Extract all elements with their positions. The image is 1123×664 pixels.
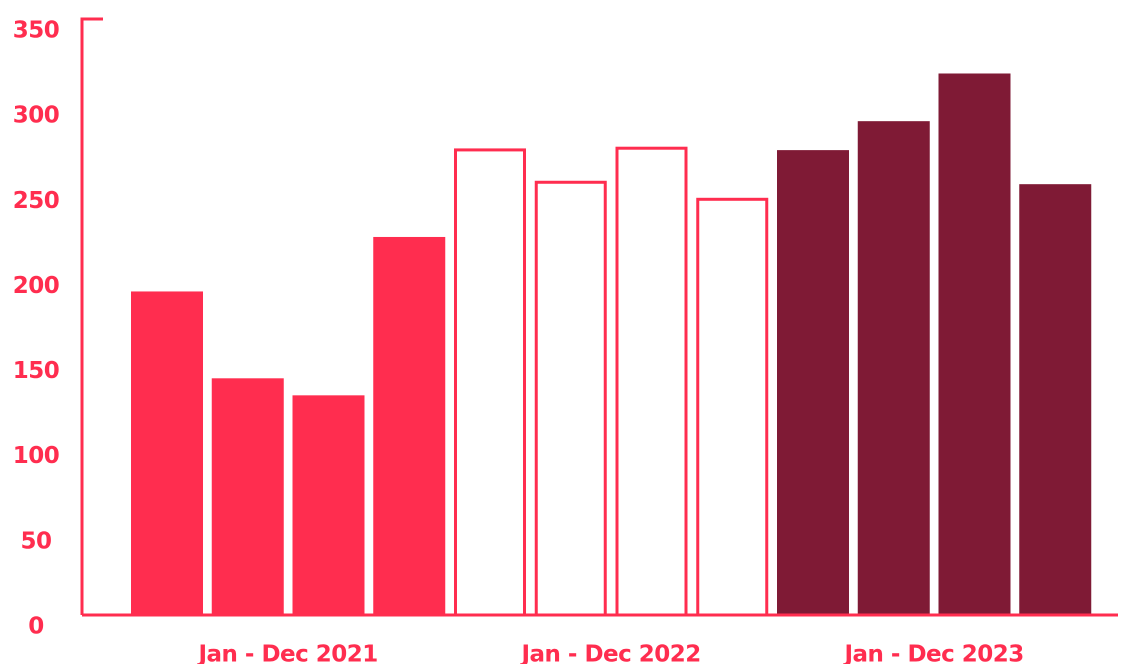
y-tick-label: 200 xyxy=(13,273,60,299)
bar xyxy=(454,148,526,617)
y-tick-label: 0 xyxy=(28,614,44,640)
bar xyxy=(534,180,607,617)
bar xyxy=(211,378,284,615)
bar xyxy=(292,395,365,615)
bar xyxy=(777,150,849,615)
y-tick-label: 100 xyxy=(13,443,60,469)
y-tick-label: 50 xyxy=(20,528,51,554)
x-tick-label: Jan - Dec 2022 xyxy=(519,642,700,664)
y-tick-label: 250 xyxy=(13,188,60,214)
bar xyxy=(131,291,203,615)
bar xyxy=(696,197,769,617)
bar xyxy=(373,236,446,616)
bar xyxy=(857,121,930,616)
y-tick-label: 300 xyxy=(13,103,60,129)
x-tick-label: Jan - Dec 2023 xyxy=(842,642,1023,664)
bar xyxy=(1019,184,1092,616)
bar xyxy=(938,73,1011,615)
x-tick-label: Jan - Dec 2021 xyxy=(196,642,377,664)
y-tick-label: 150 xyxy=(13,358,60,384)
bar xyxy=(615,146,688,617)
y-tick-label: 350 xyxy=(13,18,60,44)
